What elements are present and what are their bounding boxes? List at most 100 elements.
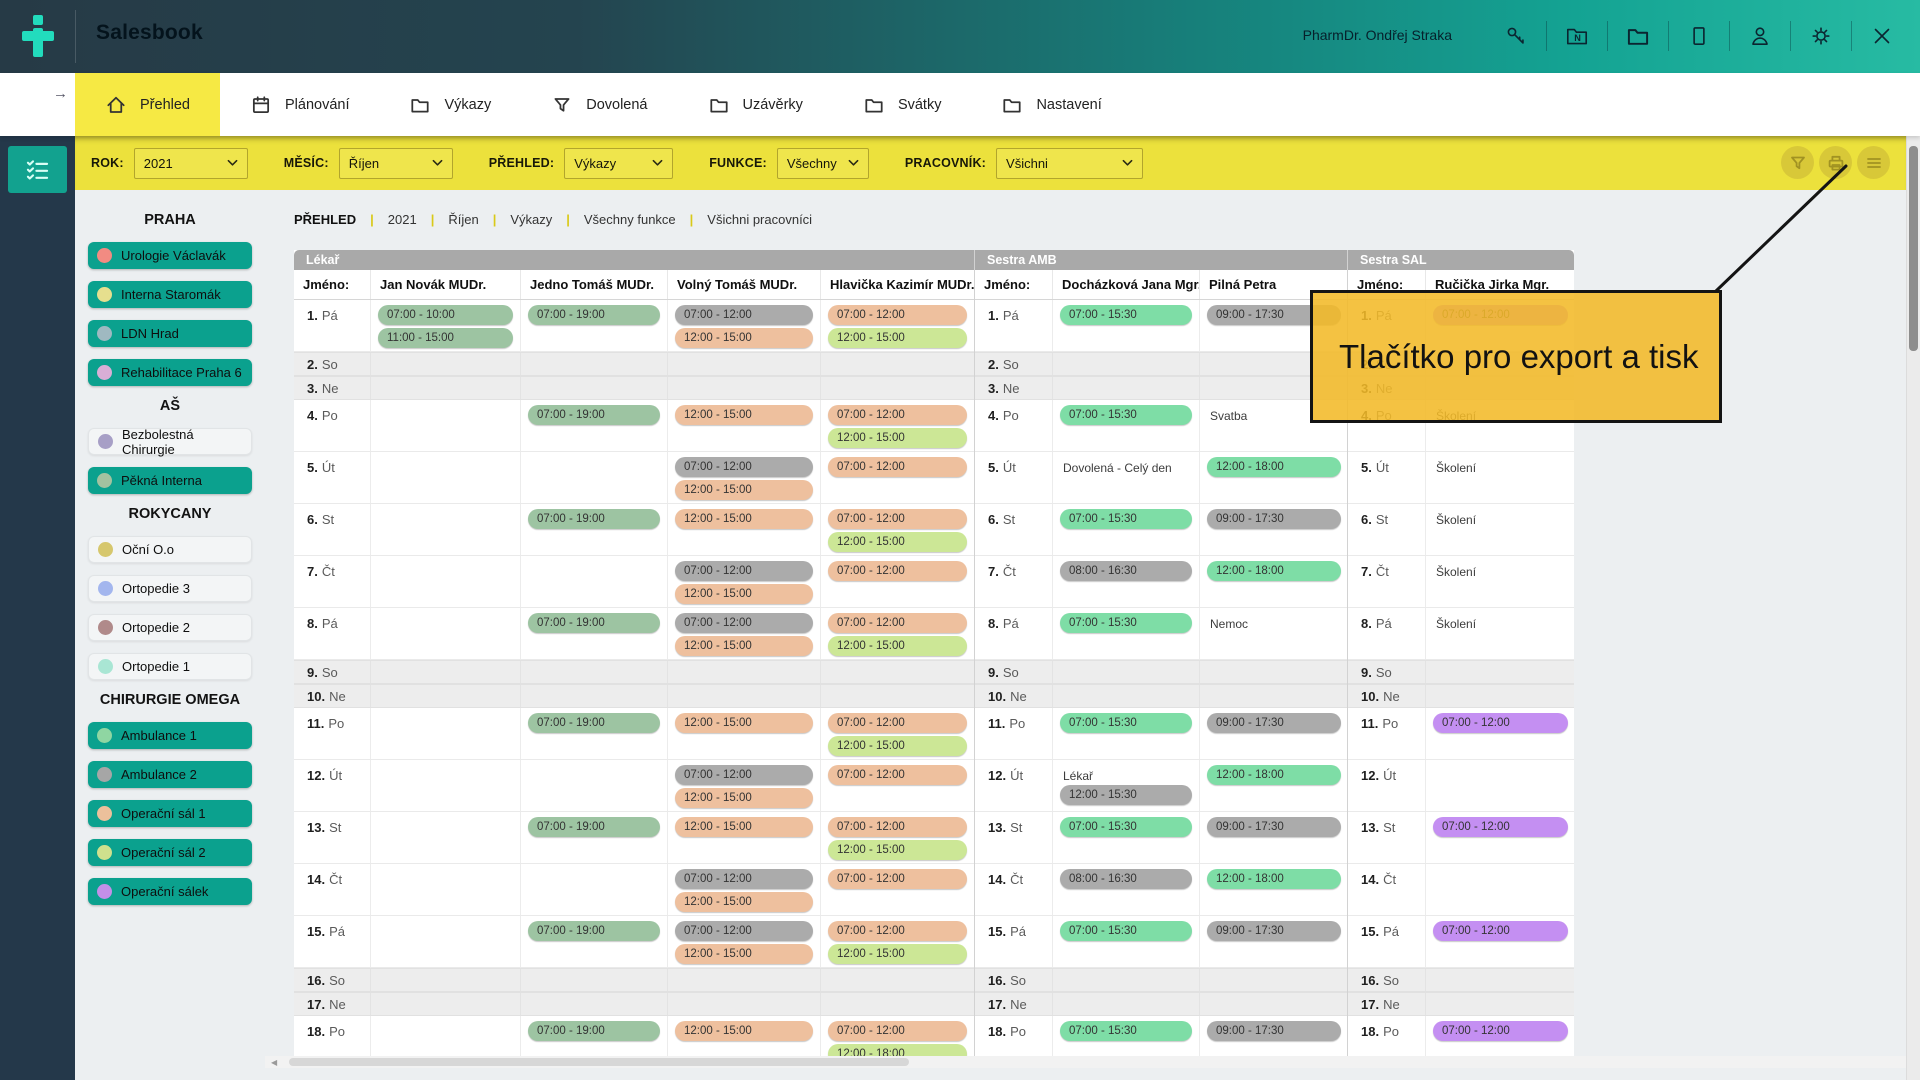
tab-přehled[interactable]: Přehled — [75, 73, 220, 136]
schedule-cell[interactable]: 07:00 - 19:00 — [520, 708, 667, 759]
schedule-cell[interactable] — [370, 661, 520, 683]
schedule-cell[interactable] — [370, 685, 520, 707]
schedule-cell[interactable] — [370, 993, 520, 1015]
schedule-cell[interactable] — [520, 760, 667, 811]
sidebar-item-ortopedie-1[interactable]: Ortopedie 1 — [88, 653, 252, 680]
shift-chip[interactable]: 12:00 - 15:00 — [828, 840, 967, 860]
schedule-cell[interactable] — [370, 353, 520, 375]
schedule-cell[interactable]: 07:00 - 19:00 — [520, 608, 667, 659]
sidebar-item-bezbolestná-chirurgie[interactable]: Bezbolestná Chirurgie — [88, 428, 252, 455]
schedule-cell[interactable]: 07:00 - 12:00 — [1425, 916, 1575, 967]
schedule-cell[interactable] — [520, 377, 667, 399]
shift-chip[interactable]: 07:00 - 12:00 — [675, 457, 813, 477]
shift-chip[interactable]: 07:00 - 12:00 — [675, 305, 813, 325]
shift-chip[interactable]: 12:00 - 18:00 — [1207, 765, 1341, 785]
shift-chip[interactable]: 07:00 - 19:00 — [528, 817, 660, 837]
schedule-cell[interactable] — [1052, 993, 1199, 1015]
shift-chip[interactable]: 07:00 - 12:00 — [675, 921, 813, 941]
shift-chip[interactable]: 07:00 - 12:00 — [675, 765, 813, 785]
print-button[interactable] — [1819, 146, 1852, 179]
schedule-cell[interactable]: 07:00 - 12:00 12:00 - 15:00 — [667, 452, 820, 503]
shift-chip[interactable]: 12:00 - 18:00 — [1207, 561, 1341, 581]
shift-chip[interactable]: 07:00 - 12:00 — [675, 561, 813, 581]
schedule-cell[interactable]: 07:00 - 12:00 — [1425, 812, 1575, 863]
shift-chip[interactable]: 07:00 - 12:00 — [1433, 1021, 1568, 1041]
schedule-cell[interactable]: 07:00 - 12:00 12:00 - 15:00 — [667, 300, 820, 351]
shift-chip[interactable]: 07:00 - 15:30 — [1060, 509, 1192, 529]
schedule-cell[interactable] — [1052, 685, 1199, 707]
sidebar-item-interna-staromák[interactable]: Interna Staromák — [88, 281, 252, 308]
sidebar-item-operační-sál-2[interactable]: Operační sál 2 — [88, 839, 252, 866]
horizontal-scrollbar[interactable]: ◀ — [265, 1056, 1906, 1068]
schedule-cell[interactable]: 07:00 - 12:00 12:00 - 15:00 — [820, 812, 974, 863]
shift-chip[interactable]: 07:00 - 12:00 — [828, 305, 967, 325]
sidebar-item-ortopedie-2[interactable]: Ortopedie 2 — [88, 614, 252, 641]
schedule-cell[interactable] — [370, 452, 520, 503]
shift-chip[interactable]: 12:00 - 15:00 — [675, 1021, 813, 1041]
shift-chip[interactable]: 12:00 - 15:00 — [828, 532, 967, 552]
shift-chip[interactable]: 07:00 - 19:00 — [528, 509, 660, 529]
user-icon[interactable] — [1740, 15, 1780, 57]
schedule-cell[interactable]: 07:00 - 12:0012:00 - 15:00 — [820, 916, 974, 967]
schedule-cell[interactable]: Dovolená - Celý den — [1052, 452, 1199, 503]
filter-dropdown[interactable]: 2021 — [134, 148, 248, 179]
filter-dropdown[interactable]: Všichni — [996, 148, 1143, 179]
schedule-cell[interactable]: 12:00 - 15:00 — [667, 708, 820, 759]
schedule-cell[interactable] — [1425, 969, 1575, 991]
shift-chip[interactable]: 12:00 - 15:30 — [1060, 785, 1192, 805]
shift-chip[interactable]: 07:00 - 19:00 — [528, 921, 660, 941]
shift-chip[interactable]: 07:00 - 15:30 — [1060, 921, 1192, 941]
schedule-cell[interactable]: 07:00 - 12:0012:00 - 15:00 — [667, 556, 820, 607]
schedule-cell[interactable]: Školení — [1425, 556, 1575, 607]
schedule-cell[interactable] — [370, 864, 520, 915]
shift-chip[interactable]: 07:00 - 19:00 — [528, 713, 660, 733]
shift-chip[interactable]: 07:00 - 10:00 — [378, 305, 513, 325]
schedule-cell[interactable]: 07:00 - 12:0012:00 - 15:00 — [820, 400, 974, 451]
shift-chip[interactable]: 07:00 - 15:30 — [1060, 405, 1192, 425]
filter-dropdown[interactable]: Výkazy — [564, 148, 673, 179]
schedule-cell[interactable] — [667, 685, 820, 707]
schedule-cell[interactable] — [1425, 685, 1575, 707]
schedule-cell[interactable]: 07:00 - 12:00 — [820, 760, 974, 811]
shift-chip[interactable]: 07:00 - 12:00 — [828, 1021, 967, 1041]
key-icon[interactable] — [1496, 15, 1536, 57]
shift-chip[interactable]: 07:00 - 15:30 — [1060, 613, 1192, 633]
schedule-cell[interactable]: 07:00 - 12:00 12:00 - 15:00 — [820, 300, 974, 351]
vertical-scrollbar-thumb[interactable] — [1909, 146, 1918, 351]
shift-chip[interactable]: 09:00 - 17:30 — [1207, 817, 1341, 837]
shift-chip[interactable]: 12:00 - 18:00 — [1207, 869, 1341, 889]
schedule-cell[interactable] — [520, 661, 667, 683]
schedule-cell[interactable] — [370, 608, 520, 659]
vertical-scrollbar[interactable] — [1906, 136, 1920, 1080]
shift-chip[interactable]: 12:00 - 15:00 — [828, 328, 967, 348]
schedule-cell[interactable] — [667, 377, 820, 399]
shift-chip[interactable]: 12:00 - 15:00 — [675, 480, 813, 500]
tab-plánování[interactable]: Plánování — [220, 73, 380, 136]
schedule-cell[interactable]: 07:00 - 19:00 — [520, 400, 667, 451]
schedule-cell[interactable] — [1052, 661, 1199, 683]
schedule-cell[interactable]: 07:00 - 19:00 — [520, 812, 667, 863]
tab-nastavení[interactable]: Nastavení — [971, 73, 1131, 136]
schedule-cell[interactable] — [370, 760, 520, 811]
shift-chip[interactable]: 12:00 - 15:00 — [675, 328, 813, 348]
shift-chip[interactable]: 07:00 - 12:00 — [675, 613, 813, 633]
schedule-cell[interactable] — [370, 556, 520, 607]
shift-chip[interactable]: 07:00 - 19:00 — [528, 305, 660, 325]
shift-chip[interactable]: 12:00 - 15:00 — [828, 428, 967, 448]
sidebar-item-operační-sál-1[interactable]: Operační sál 1 — [88, 800, 252, 827]
schedule-cell[interactable] — [1425, 661, 1575, 683]
shift-chip[interactable]: 12:00 - 15:00 — [675, 944, 813, 964]
schedule-cell[interactable]: Lékař12:00 - 15:30 — [1052, 760, 1199, 811]
horizontal-scrollbar-thumb[interactable] — [289, 1058, 909, 1066]
schedule-cell[interactable]: 07:00 - 12:00 — [1425, 708, 1575, 759]
shift-chip[interactable]: 07:00 - 12:00 — [828, 509, 967, 529]
shift-chip[interactable]: 09:00 - 17:30 — [1207, 509, 1341, 529]
shift-chip[interactable]: 07:00 - 19:00 — [528, 1021, 660, 1041]
schedule-cell[interactable] — [520, 864, 667, 915]
shift-chip[interactable]: 07:00 - 12:00 — [828, 817, 967, 837]
schedule-cell[interactable]: 07:00 - 12:0012:00 - 15:00 — [667, 608, 820, 659]
shift-chip[interactable]: 07:00 - 12:00 — [828, 765, 967, 785]
schedule-cell[interactable]: 08:00 - 16:30 — [1052, 864, 1199, 915]
schedule-cell[interactable] — [520, 452, 667, 503]
filter-dropdown[interactable]: Všechny — [777, 148, 869, 179]
